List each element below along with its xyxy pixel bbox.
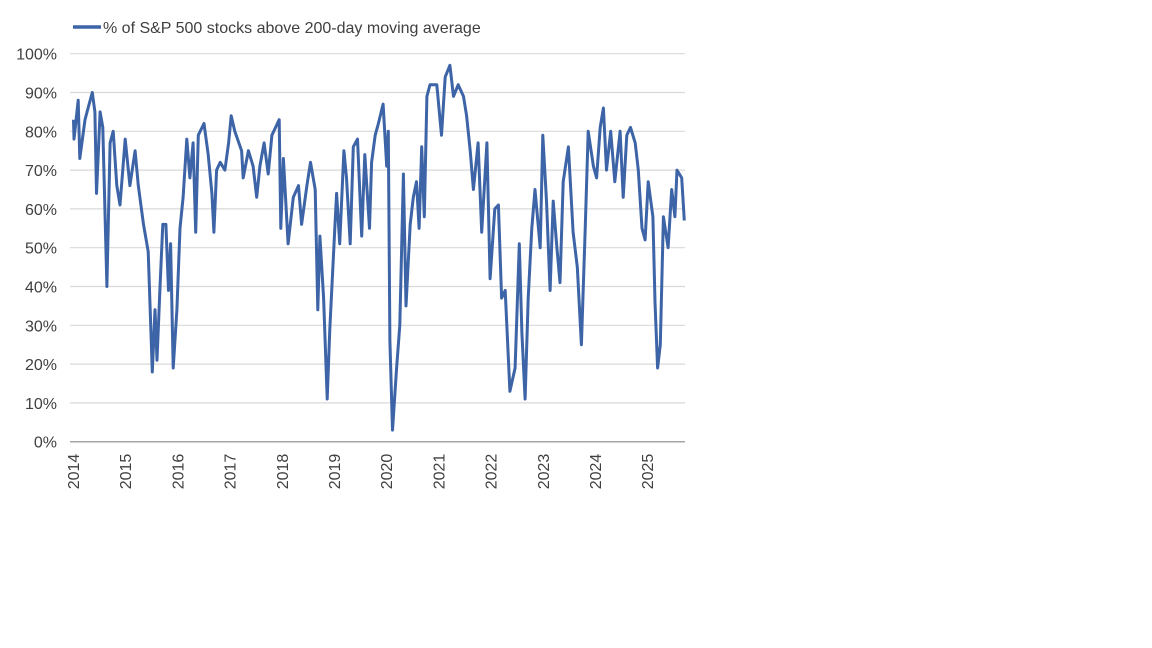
y-tick-label: 70%: [25, 163, 57, 180]
y-tick-label: 20%: [25, 357, 57, 374]
y-tick-label: 30%: [25, 318, 57, 335]
y-tick-label: 100%: [16, 47, 57, 64]
x-axis-tick-labels: 2014 2015 2016 2017 2018 2019 2020 2021 2022 2023…: [66, 454, 657, 490]
x-tick-label: 2015: [118, 454, 135, 490]
y-tick-label: 40%: [25, 280, 57, 297]
x-tick-label: 2025: [640, 454, 657, 490]
x-tick-label: 2018: [275, 454, 292, 490]
x-tick-label: 2016: [170, 454, 187, 490]
x-tick-label: 2023: [536, 454, 553, 490]
legend: % of S&P 500 stocks above 200-day moving…: [73, 20, 481, 37]
x-tick-label: 2021: [431, 454, 448, 490]
y-tick-label: 80%: [25, 124, 57, 141]
x-tick-label: 2024: [588, 454, 605, 490]
y-tick-label: 10%: [25, 396, 57, 413]
series-line: [72, 63, 686, 432]
x-tick-label: 2017: [223, 454, 240, 490]
y-tick-label: 90%: [25, 86, 57, 103]
x-tick-label: 2022: [484, 454, 501, 490]
legend-label: % of S&P 500 stocks above 200-day moving…: [103, 20, 481, 37]
x-tick-label: 2020: [379, 454, 396, 490]
y-tick-label: 50%: [25, 241, 57, 258]
x-tick-label: 2014: [66, 454, 83, 490]
y-axis-tick-labels: 0% 10% 20% 30% 40% 50% 60% 70% 80% 90% 100%: [16, 47, 57, 452]
y-tick-label: 60%: [25, 202, 57, 219]
y-tick-label: 0%: [34, 435, 57, 452]
x-tick-label: 2019: [327, 454, 344, 490]
